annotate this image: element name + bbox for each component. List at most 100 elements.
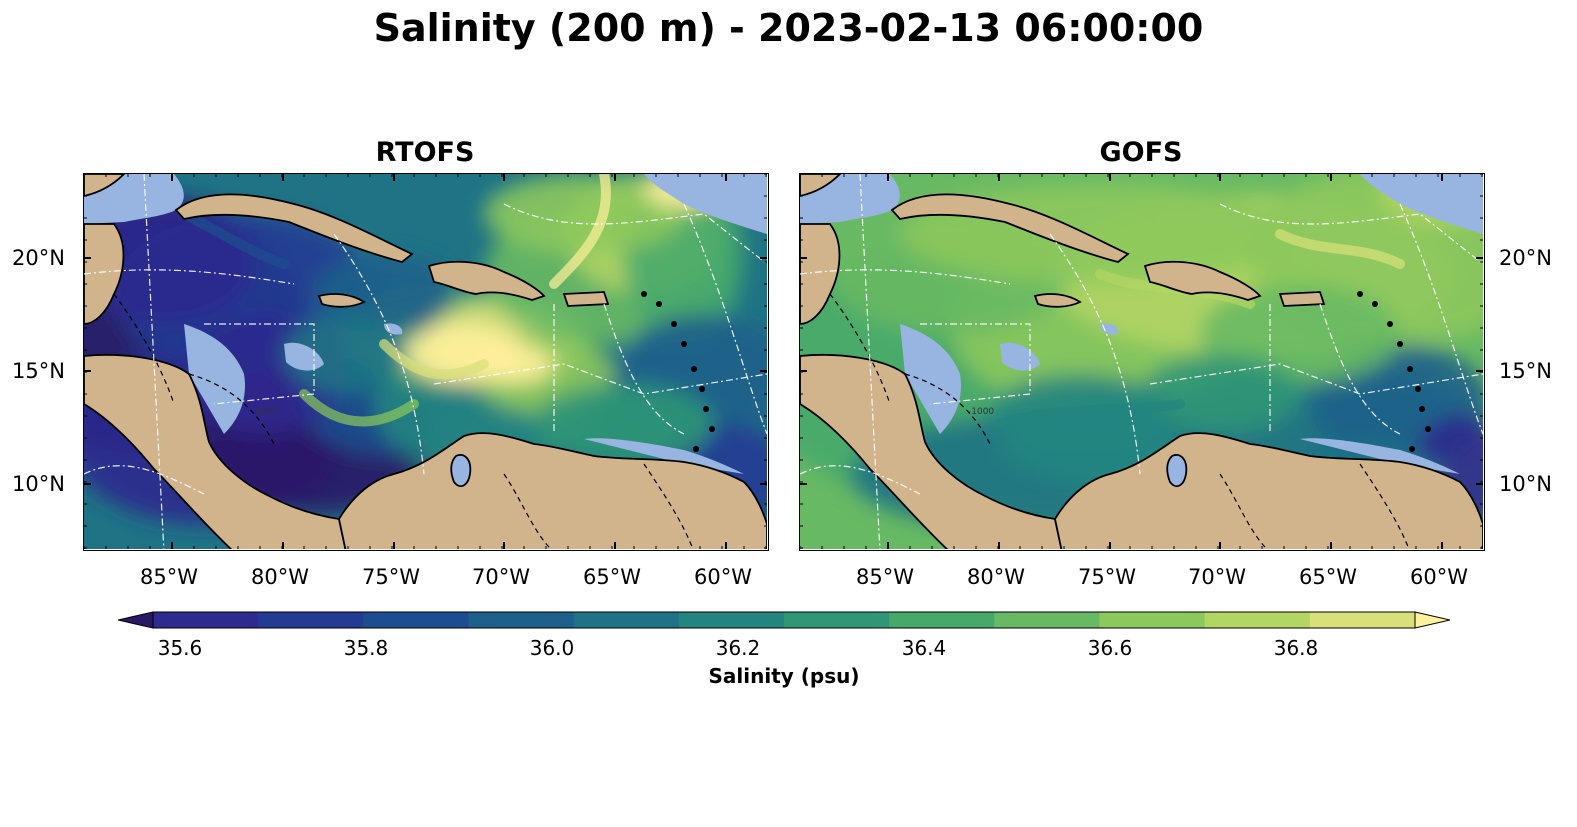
shallow-shelf (900, 324, 961, 434)
shallow-shelf (1100, 323, 1119, 335)
south-america-land (1054, 432, 1483, 549)
island-marker (703, 406, 709, 412)
lon-tick-label: 80°W (967, 565, 1025, 589)
lat-tick-label: 10°N (1499, 472, 1552, 496)
eez-boundary (84, 465, 205, 495)
island-marker (1387, 321, 1393, 327)
island-marker (1397, 341, 1403, 347)
island-marker (1372, 301, 1378, 307)
island-marker (1415, 386, 1421, 392)
colorbar-bin (153, 612, 259, 628)
colorbar-tick-label: 36.6 (1087, 636, 1133, 660)
country-border (503, 473, 552, 549)
puerto-rico-island (562, 291, 610, 307)
island-marker (1419, 406, 1425, 412)
island-marker (656, 301, 662, 307)
colorbar-bin (994, 612, 1100, 628)
central-america-land (84, 353, 347, 549)
isobath-label: -1000 (968, 407, 994, 417)
colorbar-title: Salinity (psu) (708, 664, 860, 688)
eez-boundary (1219, 203, 1483, 265)
panel-title-gofs: GOFS (1099, 137, 1183, 168)
salinity-eddy (534, 384, 714, 464)
eez-boundary (859, 174, 881, 549)
eez-boundary (204, 323, 315, 405)
colorbar (117, 611, 1451, 633)
lat-tick-label: 20°N (12, 246, 65, 270)
maracaibo-lake (450, 454, 472, 488)
colorbar-extend-max (1414, 611, 1451, 629)
colorbar-frame (152, 611, 1416, 629)
shallow-shelf (1000, 342, 1040, 371)
colorbar-bin (889, 612, 995, 628)
country-border (1359, 463, 1410, 549)
country-border (1219, 473, 1268, 549)
island-marker (709, 426, 715, 432)
maracaibo-lake (1166, 454, 1188, 488)
island-marker (1357, 291, 1363, 297)
colorbar-tick-label: 36.2 (715, 636, 761, 660)
shallow-shelf (1360, 174, 1483, 234)
country-border (643, 463, 694, 549)
lon-tick-label: 60°W (694, 565, 752, 589)
lon-tick-label: 85°W (140, 565, 198, 589)
colorbar-bin (468, 612, 575, 628)
island-marker (1407, 366, 1413, 372)
shallow-shelf (184, 324, 245, 434)
salinity-filament (179, 209, 289, 269)
lat-tick-label: 10°N (12, 472, 65, 496)
eez-boundary (1149, 363, 1483, 395)
colorbar-bin (678, 612, 785, 628)
salinity-filament (299, 389, 419, 427)
central-america-land (800, 353, 1063, 549)
country-border (904, 373, 991, 445)
lon-tick-label: 80°W (251, 565, 309, 589)
lon-tick-label: 85°W (856, 565, 914, 589)
eez-boundary (333, 233, 425, 475)
eez-boundary (1319, 303, 1401, 435)
lon-tick-label: 75°W (362, 565, 420, 589)
eez-boundary (433, 363, 767, 395)
colorbar-bin (363, 612, 469, 628)
shallow-shelf (644, 174, 767, 234)
yucatan-land (84, 223, 125, 325)
colorbar-tick-label: 35.8 (343, 636, 389, 660)
colorbar-bin (258, 612, 364, 628)
eez-boundary (1399, 203, 1483, 435)
salinity-eddy (484, 174, 684, 254)
chart-title: Salinity (200 m) - 2023-02-13 06:00:00 (373, 6, 1204, 50)
isobath-label: -1000 (252, 407, 278, 417)
shallow-shelf (1300, 438, 1460, 474)
salinity-filament (1275, 229, 1405, 269)
rtofs-salinity-map: -1000 (83, 173, 769, 551)
lon-tick-label: 65°W (1299, 565, 1357, 589)
jamaica-island (1033, 293, 1082, 308)
eez-boundary (503, 203, 767, 265)
gofs-salinity-map: -1000 (799, 173, 1485, 551)
lat-tick-label: 20°N (1499, 246, 1552, 270)
island-marker (641, 291, 647, 297)
lon-tick-label: 70°W (1188, 565, 1246, 589)
puerto-rico-island (1278, 291, 1326, 307)
shallow-shelf (384, 323, 403, 335)
colorbar-tick-label: 36.8 (1273, 636, 1319, 660)
lat-tick-label: 15°N (12, 359, 65, 383)
island-marker (1409, 446, 1415, 452)
salinity-filament (379, 339, 489, 380)
colorbar-extend-min (117, 611, 154, 629)
salinity-eddy (314, 254, 454, 334)
eez-boundary (1049, 233, 1141, 475)
island-marker (681, 341, 687, 347)
island-marker (691, 366, 697, 372)
salinity-eddy (474, 344, 554, 384)
shallow-shelf (584, 438, 744, 474)
cuba-island (174, 193, 414, 263)
colorbar-bin (573, 612, 680, 628)
hispaniola-island (1143, 260, 1262, 301)
lon-tick-label: 60°W (1410, 565, 1468, 589)
island-marker (693, 446, 699, 452)
colorbar-tick-label: 36.4 (901, 636, 947, 660)
salinity-filament (549, 174, 611, 289)
eez-boundary (920, 323, 1031, 405)
colorbar-tick-label: 36.0 (529, 636, 575, 660)
